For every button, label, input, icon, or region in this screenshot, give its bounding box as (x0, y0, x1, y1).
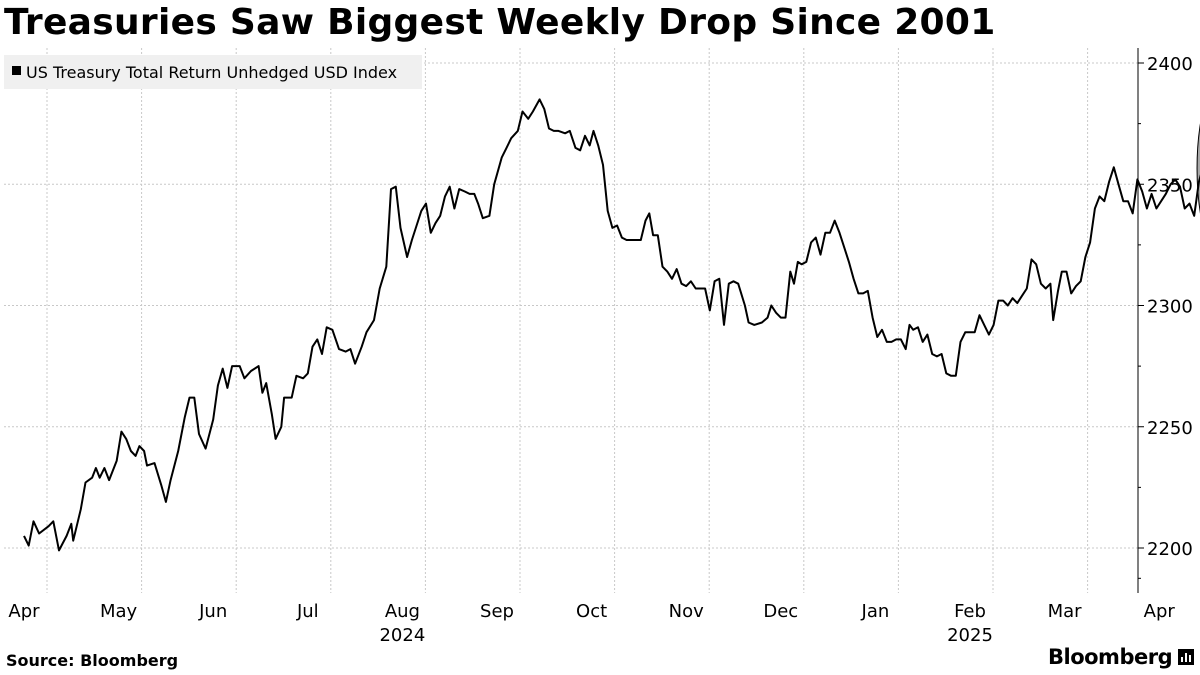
y-tick-label: 2400 (1147, 54, 1193, 75)
x-tick-label: Apr (8, 601, 40, 622)
x-tick-label: Sep (480, 601, 514, 622)
bloomberg-logo: Bloomberg (1048, 645, 1195, 669)
legend-swatch (12, 66, 21, 75)
brand-name: Bloomberg (1048, 645, 1173, 669)
x-tick-label: Nov (669, 601, 704, 622)
y-tick-label: 2200 (1147, 539, 1193, 560)
x-tick-label: Dec (763, 601, 798, 622)
legend-box (4, 55, 422, 89)
x-year-label: 2024 (379, 625, 425, 646)
source-note: Source: Bloomberg (6, 651, 179, 670)
x-tick-label: Oct (576, 601, 607, 622)
series-line (23, 98, 1200, 552)
x-tick-label: Jul (296, 601, 319, 622)
x-tick-label: May (100, 601, 138, 622)
x-tick-label: Mar (1048, 601, 1083, 622)
x-tick-label: Jan (861, 601, 890, 622)
x-tick-label: Aug (385, 601, 420, 622)
x-tick-label: Apr (1144, 601, 1176, 622)
y-tick-label: 2250 (1147, 418, 1193, 439)
legend-label: US Treasury Total Return Unhedged USD In… (26, 63, 397, 82)
y-tick-label: 2300 (1147, 297, 1193, 318)
x-tick-label: Feb (954, 601, 986, 622)
x-tick-label: Jun (198, 601, 227, 622)
x-year-label: 2025 (947, 625, 993, 646)
chart-title: Treasuries Saw Biggest Weekly Drop Since… (4, 2, 996, 43)
terminal-icon (1178, 649, 1195, 665)
